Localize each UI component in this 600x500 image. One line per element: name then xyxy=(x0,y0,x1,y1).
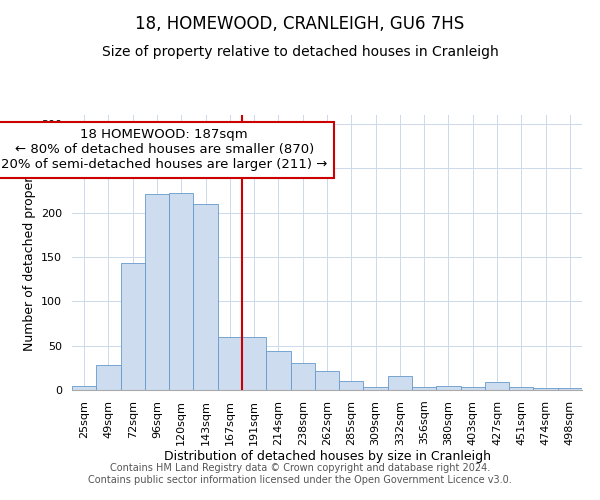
Bar xyxy=(290,362,315,390)
Bar xyxy=(121,263,145,390)
Bar xyxy=(193,204,218,390)
Text: Contains HM Land Registry data © Crown copyright and database right 2024.
Contai: Contains HM Land Registry data © Crown c… xyxy=(88,464,512,485)
Text: Size of property relative to detached houses in Cranleigh: Size of property relative to detached ho… xyxy=(101,45,499,59)
Text: 18, HOMEWOOD, CRANLEIGH, GU6 7HS: 18, HOMEWOOD, CRANLEIGH, GU6 7HS xyxy=(136,15,464,33)
Bar xyxy=(388,376,412,390)
Bar xyxy=(169,193,193,390)
Bar xyxy=(339,381,364,390)
Bar xyxy=(412,388,436,390)
Bar xyxy=(558,388,582,390)
Bar xyxy=(96,365,121,390)
Bar xyxy=(461,388,485,390)
Text: 18 HOMEWOOD: 187sqm
← 80% of detached houses are smaller (870)
20% of semi-detac: 18 HOMEWOOD: 187sqm ← 80% of detached ho… xyxy=(1,128,328,172)
Bar xyxy=(315,372,339,390)
Bar xyxy=(485,382,509,390)
Bar xyxy=(509,388,533,390)
Bar xyxy=(266,351,290,390)
Bar xyxy=(242,337,266,390)
Bar xyxy=(72,386,96,390)
Bar xyxy=(533,388,558,390)
Bar xyxy=(145,194,169,390)
X-axis label: Distribution of detached houses by size in Cranleigh: Distribution of detached houses by size … xyxy=(163,450,491,464)
Y-axis label: Number of detached properties: Number of detached properties xyxy=(23,154,35,351)
Bar xyxy=(436,386,461,390)
Bar xyxy=(364,388,388,390)
Bar xyxy=(218,337,242,390)
